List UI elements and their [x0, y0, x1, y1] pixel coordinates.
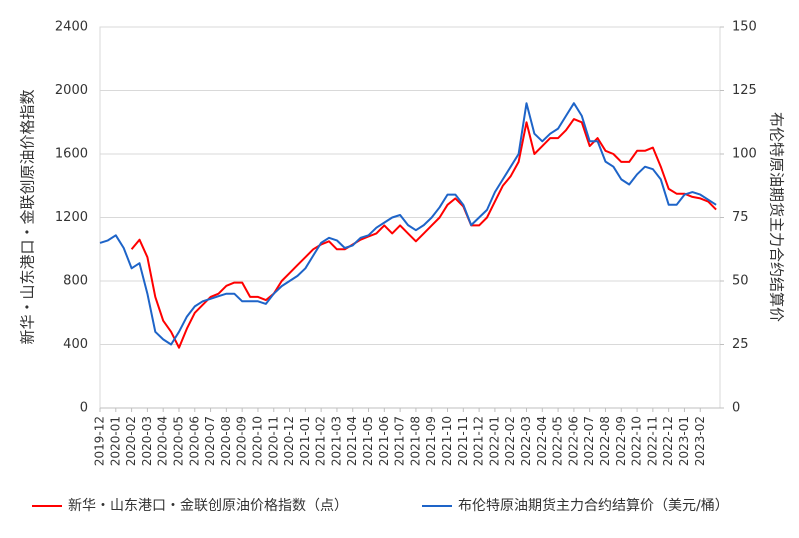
x-tick-label: 2021-07: [393, 416, 407, 466]
x-tick-label: 2020-06: [187, 416, 201, 466]
y-tick-label: 2000: [55, 83, 88, 98]
y2-axis-title: 布伦特原油期货主力合约结算价: [768, 112, 786, 322]
legend-label: 布伦特原油期货主力合约结算价（美元/桶）: [458, 497, 729, 514]
x-tick-label: 2022-06: [566, 416, 580, 466]
y-tick-label: 800: [63, 274, 88, 289]
x-tick-label: 2022-04: [535, 416, 549, 466]
y2-tick-label: 100: [732, 147, 757, 162]
x-tick-label: 2020-03: [140, 416, 154, 466]
x-tick-label: 2021-01: [298, 416, 312, 466]
x-tick-label: 2020-11: [266, 416, 280, 466]
x-tick-label: 2021-06: [377, 416, 391, 466]
y-tick-label: 400: [63, 337, 88, 352]
x-tick-label: 2019-12: [93, 416, 107, 466]
x-tick-label: 2022-08: [598, 416, 612, 466]
x-tick-label: 2020-02: [124, 416, 138, 466]
x-tick-label: 2022-09: [614, 416, 628, 466]
x-tick-label: 2020-09: [235, 416, 249, 466]
y-tick-label: 2400: [55, 20, 88, 35]
series-line: [130, 118, 717, 349]
x-tick-label: 2020-05: [171, 416, 185, 466]
x-tick-label: 2023-02: [693, 416, 707, 466]
y-tick-label: 1200: [55, 210, 88, 225]
x-tick-label: 2020-04: [156, 416, 170, 466]
y-tick-label: 1600: [55, 147, 88, 162]
x-tick-label: 2023-01: [677, 416, 691, 466]
x-tick-label: 2022-11: [645, 416, 659, 466]
x-tick-label: 2021-08: [408, 416, 422, 466]
x-tick-label: 2021-11: [456, 416, 470, 466]
x-tick-label: 2021-02: [314, 416, 328, 466]
y2-tick-label: 0: [732, 401, 740, 416]
x-tick-label: 2022-10: [630, 416, 644, 466]
x-tick-label: 2022-07: [582, 416, 596, 466]
x-tick-label: 2020-08: [219, 416, 233, 466]
y2-tick-label: 125: [732, 83, 757, 98]
x-tick-label: 2021-04: [345, 416, 359, 466]
y2-tick-label: 50: [732, 274, 749, 289]
y-tick-label: 0: [80, 401, 88, 416]
x-tick-label: 2021-10: [440, 416, 454, 466]
y2-tick-label: 150: [732, 20, 757, 35]
x-tick-label: 2022-05: [551, 416, 565, 466]
x-tick-label: 2021-12: [472, 416, 486, 466]
x-tick-label: 2020-12: [282, 416, 296, 466]
x-tick-label: 2021-05: [361, 416, 375, 466]
y2-tick-label: 75: [732, 210, 749, 225]
x-tick-label: 2022-12: [661, 416, 675, 466]
x-tick-label: 2022-03: [519, 416, 533, 466]
x-tick-label: 2022-01: [487, 416, 501, 466]
x-tick-label: 2020-10: [250, 416, 264, 466]
x-tick-label: 2020-07: [203, 416, 217, 466]
legend-label: 新华・山东港口・金联创原油价格指数（点）: [68, 498, 348, 514]
x-tick-label: 2021-09: [424, 416, 438, 466]
y2-tick-label: 25: [732, 337, 749, 352]
series-line: [99, 102, 717, 346]
y-axis-title: 新华・山东港口・金联创原油价格指数: [19, 89, 37, 344]
x-tick-label: 2020-01: [108, 416, 122, 466]
x-tick-label: 2021-03: [329, 416, 343, 466]
x-tick-label: 2022-02: [503, 416, 517, 466]
